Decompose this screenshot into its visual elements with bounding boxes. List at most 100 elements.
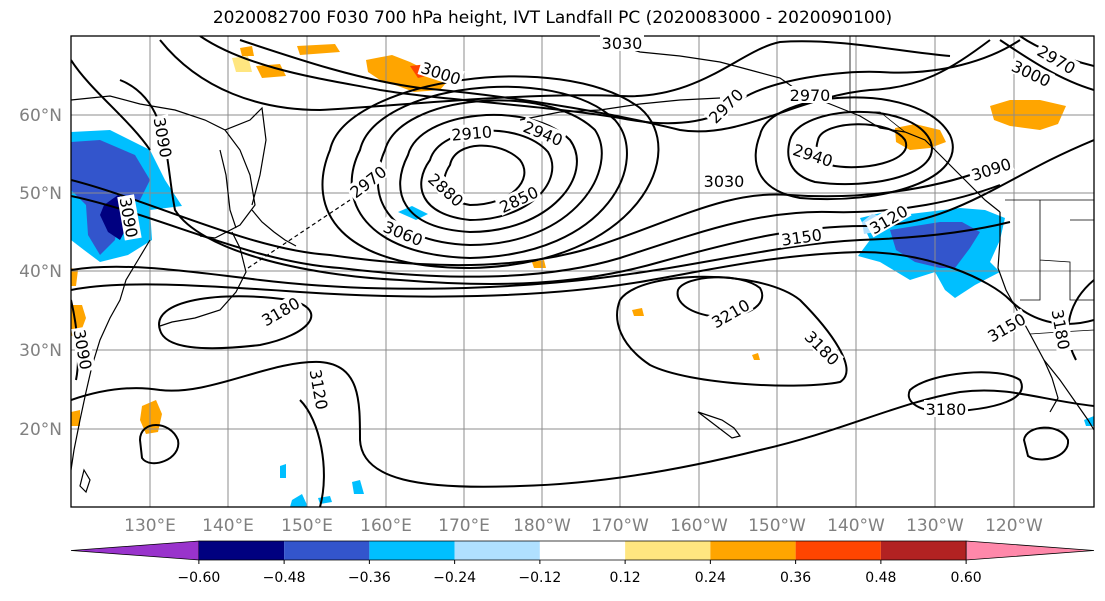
contour-label: 3150: [780, 225, 823, 249]
contour-label-bg: [1033, 40, 1081, 78]
colorbar-segment: [625, 541, 711, 560]
longitude-label: 170°E: [438, 516, 490, 536]
contour-3180-sw: [138, 424, 180, 465]
colorbar-tick-label: 0.60: [951, 570, 982, 586]
contour-3210: [676, 276, 763, 318]
ivt-negative-region-nw-inner: [71, 140, 150, 255]
colorbar-extend-high: [965, 540, 1095, 561]
ivt-small-negative-5: [280, 464, 286, 478]
border-us-states: [1020, 200, 1094, 301]
colorbar: [70, 540, 1095, 561]
coast-baja: [1043, 359, 1059, 413]
contour-label-bg: [600, 34, 644, 51]
ivt-positive-region-n1: [366, 55, 452, 92]
height-contours: [71, 36, 1094, 507]
contour-label-bg: [864, 200, 912, 238]
colorbar-tick-label: 0.36: [780, 570, 811, 586]
contour-3090: [119, 79, 1094, 285]
map-gridlines: [71, 36, 1094, 507]
map-title: 2020082700 F030 700 hPa height, IVT Land…: [212, 8, 893, 28]
contour-label-bg: [449, 122, 495, 143]
contour-3150: [71, 250, 1094, 325]
coast-kamchatka: [224, 106, 267, 206]
colorbar-tick-label: 0.12: [610, 570, 641, 586]
contour-3180-se: [907, 371, 1023, 414]
coast-sakhalin: [219, 149, 237, 229]
contour-label-bg: [151, 114, 176, 161]
contour-3120-south: [71, 360, 1094, 488]
colorbar-extend-low: [70, 540, 200, 561]
contour-label-bg: [924, 400, 968, 417]
map-frame: [70, 35, 1095, 508]
colorbar-segment: [539, 541, 626, 560]
ivt-positive-region-w1: [71, 305, 86, 336]
contour-label: 3120: [306, 368, 332, 411]
ivt-positive-region-w2: [71, 268, 78, 286]
latitude-label: 30°N: [19, 341, 62, 361]
contour-label-bg: [703, 83, 748, 128]
contour-label-bg: [1007, 55, 1056, 90]
colorbar-tick-labels: −0.60 −0.48 −0.36 −0.24 −0.12 0.12 0.24 0.36 0.4…: [177, 560, 982, 586]
ivt-positive-region-n4: [232, 56, 252, 72]
coast-aleutians: [519, 97, 721, 121]
latitude-labels: 60°N 50°N 40°N 30°N 20°N: [19, 106, 62, 440]
ivt-small-positive-3: [752, 353, 760, 360]
colorbar-tick-label: 0.24: [695, 570, 726, 586]
colorbar-segment: [369, 541, 455, 560]
longitude-label: 160°W: [670, 516, 728, 536]
contour-2970-north: [239, 39, 991, 133]
contour-3120-sw-loop: [299, 399, 325, 507]
colorbar-segment: [284, 541, 370, 560]
contour-3030: [71, 169, 986, 267]
longitude-label: 120°W: [985, 516, 1043, 536]
contour-label: 3150: [984, 309, 1029, 346]
contour-3180-closed: [158, 295, 313, 350]
coast-alaska: [599, 39, 1001, 213]
contour-label: 3180: [926, 400, 967, 419]
colorbar-tick-label: −0.48: [263, 570, 306, 586]
ivt-small-positive-2: [632, 308, 644, 316]
contour-label-bg: [424, 168, 469, 211]
contour-label-bg: [417, 57, 465, 88]
dashed-track: [247, 199, 351, 269]
colorbar-segment: [710, 541, 796, 560]
latitude-label: 50°N: [19, 184, 62, 204]
contour-low-4: [376, 99, 603, 247]
latitude-label: 20°N: [19, 420, 62, 440]
coast-korea-china: [71, 239, 151, 471]
contour-3030-north: [159, 39, 951, 112]
colorbar-tick-label: −0.24: [433, 570, 476, 586]
coast-kuril: [251, 209, 297, 247]
ivt-positive-region-alaska: [895, 124, 946, 150]
colorbar-tick-label: 0.48: [865, 570, 896, 586]
contour-label: 2940: [790, 140, 835, 171]
contour-3000-north: [199, 36, 1021, 125]
longitude-label: 170°W: [591, 516, 649, 536]
contour-label-bg: [519, 116, 567, 149]
contour-ne-1: [999, 39, 1094, 91]
colorbar-segment: [795, 541, 881, 560]
ivt-positive-region-n3: [256, 64, 286, 78]
contour-label-bg: [788, 86, 832, 103]
longitude-label: 160°E: [360, 516, 412, 536]
contour-label: 2970: [790, 86, 831, 105]
latitude-label: 40°N: [19, 262, 62, 282]
longitude-label: 140°E: [202, 516, 254, 536]
ivt-small-negative-2: [290, 494, 308, 507]
contour-ne-3: [1067, 279, 1094, 361]
contour-label-bg: [307, 366, 332, 413]
contour-low-3: [399, 114, 578, 234]
longitude-label: 180°W: [513, 516, 571, 536]
coast-hawaii: [697, 411, 742, 439]
coast-taiwan: [79, 468, 91, 494]
contour-label-bg: [379, 216, 427, 249]
longitude-labels: 130°E 140°E 150°E 160°E 170°E 180°W 170°W 160°W…: [124, 516, 1043, 536]
contour-label: 3030: [704, 172, 745, 191]
colorbar-segment: [198, 541, 285, 560]
contour-alaska-low-2: [787, 110, 933, 186]
contour-3180-far-se: [1022, 426, 1070, 461]
contour-label-bg: [345, 160, 391, 202]
contour-label-bg: [967, 153, 1015, 184]
contour-3120: [71, 221, 1011, 290]
